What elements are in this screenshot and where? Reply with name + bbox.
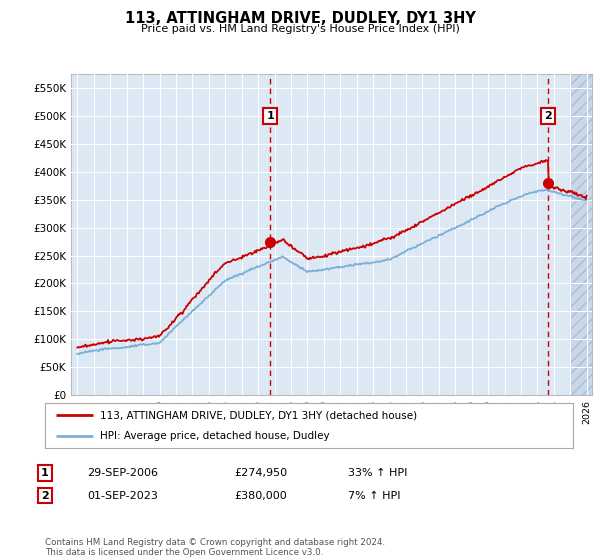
Text: 113, ATTINGHAM DRIVE, DUDLEY, DY1 3HY (detached house): 113, ATTINGHAM DRIVE, DUDLEY, DY1 3HY (d… xyxy=(100,410,418,421)
Text: 2: 2 xyxy=(545,111,552,122)
Text: 2: 2 xyxy=(41,491,49,501)
Text: Contains HM Land Registry data © Crown copyright and database right 2024.
This d: Contains HM Land Registry data © Crown c… xyxy=(45,538,385,557)
Text: 113, ATTINGHAM DRIVE, DUDLEY, DY1 3HY: 113, ATTINGHAM DRIVE, DUDLEY, DY1 3HY xyxy=(125,11,475,26)
Text: HPI: Average price, detached house, Dudley: HPI: Average price, detached house, Dudl… xyxy=(100,431,330,441)
Text: 29-SEP-2006: 29-SEP-2006 xyxy=(87,468,158,478)
Text: £380,000: £380,000 xyxy=(234,491,287,501)
Text: 33% ↑ HPI: 33% ↑ HPI xyxy=(348,468,407,478)
Text: 1: 1 xyxy=(266,111,274,122)
Bar xyxy=(570,74,595,395)
Text: £274,950: £274,950 xyxy=(234,468,287,478)
Text: 1: 1 xyxy=(41,468,49,478)
Bar xyxy=(570,74,595,395)
Text: Price paid vs. HM Land Registry's House Price Index (HPI): Price paid vs. HM Land Registry's House … xyxy=(140,24,460,34)
Text: 7% ↑ HPI: 7% ↑ HPI xyxy=(348,491,401,501)
Text: 01-SEP-2023: 01-SEP-2023 xyxy=(87,491,158,501)
